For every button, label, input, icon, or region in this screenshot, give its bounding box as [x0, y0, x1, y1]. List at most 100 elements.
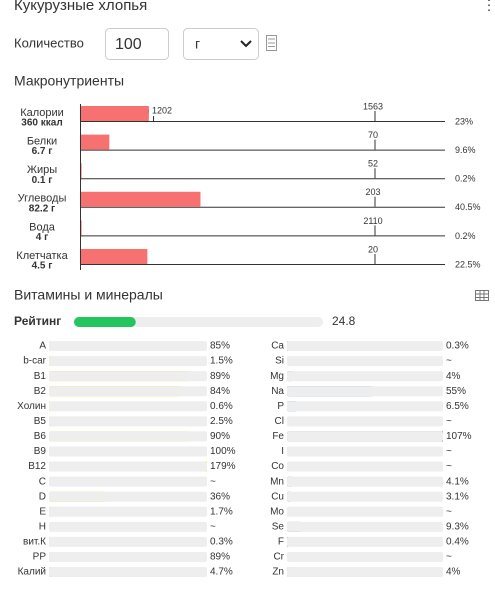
nutrient-track — [287, 492, 443, 502]
nutrient-name: Ca — [271, 341, 284, 352]
nutrient-track — [287, 446, 443, 456]
macro-bar — [81, 220, 82, 235]
nutrient-name: B6 — [34, 431, 47, 442]
nutrient-name: I — [281, 446, 284, 457]
target-label: 52 — [368, 159, 378, 169]
nutrient-track — [49, 507, 207, 517]
nutrient-track — [49, 567, 207, 577]
macro-percent: 40.5% — [455, 202, 481, 212]
vitamins-title: Витамины и минералы — [14, 287, 163, 303]
nutrient-track — [49, 416, 207, 426]
macro-amount: 360 ккал — [21, 118, 62, 129]
nutrient-track — [49, 401, 207, 411]
calculator-icon[interactable] — [267, 36, 277, 51]
quantity-value: 100 — [115, 36, 142, 53]
nutrient-name: H — [39, 521, 46, 532]
nutrient-percent: ~ — [210, 476, 216, 487]
nutrient-name: PP — [33, 552, 47, 563]
macro-percent: 0.2% — [455, 231, 476, 241]
nutrient-name: B2 — [34, 386, 47, 397]
nutrient-percent: ~ — [446, 461, 452, 472]
nutrient-percent: 4% — [446, 567, 461, 578]
nutrient-name: Mo — [270, 506, 284, 517]
nutrient-percent: 179% — [210, 461, 236, 472]
nutrient-name: A — [39, 341, 46, 352]
macro-percent: 23% — [455, 116, 473, 126]
nutrient-track — [49, 386, 207, 396]
menu-icon[interactable]: ⋮ — [482, 0, 495, 13]
macro-percent: 0.2% — [455, 174, 476, 184]
nutrient-percent: 55% — [446, 386, 466, 397]
nutrient-percent: 84% — [210, 386, 230, 397]
nutrient-name: D — [39, 491, 46, 502]
nutrient-name: F — [278, 537, 284, 548]
macro-bar — [81, 192, 200, 207]
nutrient-name: Co — [271, 461, 284, 472]
table-icon[interactable] — [475, 291, 489, 301]
nutrient-name: вит.К — [23, 537, 46, 548]
nutrient-track — [287, 431, 443, 441]
macro-amount: 4.5 г — [32, 261, 53, 272]
nutrient-name: B12 — [28, 461, 46, 472]
macro-bar — [81, 106, 149, 121]
nutrient-track — [49, 492, 207, 502]
nutrient-percent: 4% — [446, 371, 461, 382]
target-label: 70 — [368, 130, 378, 140]
nutrient-percent: 100% — [210, 446, 236, 457]
rating-bar — [74, 317, 136, 327]
nutrient-track — [49, 446, 207, 456]
nutrient-name: Si — [275, 356, 284, 367]
nutrient-name: P — [277, 401, 284, 412]
macro-amount: 6.7 г — [32, 146, 53, 157]
nutrient-track — [49, 522, 207, 532]
nutrient-percent: 3.1% — [446, 491, 469, 502]
nutrient-percent: ~ — [446, 356, 452, 367]
nutrient-name: C — [39, 476, 46, 487]
target-label: 203 — [365, 187, 380, 197]
nutrient-track — [287, 371, 443, 381]
nutrient-track — [287, 416, 443, 426]
nutrient-track — [49, 462, 207, 472]
nutrient-percent: 36% — [210, 491, 230, 502]
nutrient-track — [49, 537, 207, 547]
target-label: 1563 — [363, 101, 383, 111]
nutrient-percent: 89% — [210, 371, 230, 382]
nutrient-percent: 0.3% — [210, 537, 233, 548]
nutrient-track — [287, 567, 443, 577]
macro-bar — [81, 163, 82, 178]
nutrient-track — [287, 356, 443, 366]
nutrient-name: B5 — [34, 416, 47, 427]
nutrient-name: Zn — [272, 567, 284, 578]
nutrient-percent: ~ — [210, 521, 216, 532]
macro-bar — [81, 249, 147, 264]
rating-label: Рейтинг — [14, 314, 61, 328]
nutrient-track — [287, 507, 443, 517]
nutrient-percent: 1.5% — [210, 356, 233, 367]
nutrient-percent: ~ — [446, 446, 452, 457]
rating-value: 24.8 — [332, 314, 356, 328]
nutrient-track — [287, 552, 443, 562]
nutrient-percent: ~ — [446, 552, 452, 563]
nutrient-percent: 0.3% — [446, 341, 469, 352]
macro-amount: 0.1 г — [32, 175, 53, 186]
nutrient-track — [49, 341, 207, 351]
nutrient-track — [287, 386, 443, 396]
nutrient-name: Mg — [270, 371, 284, 382]
nutrient-name: Cu — [271, 491, 284, 502]
nutrient-percent: 4.7% — [210, 567, 233, 578]
nutrient-percent: 6.5% — [446, 401, 469, 412]
nutrient-name: b-car — [23, 356, 46, 367]
nutrient-percent: 4.1% — [446, 476, 469, 487]
nutrient-name: Fe — [272, 431, 284, 442]
nutrient-track — [287, 341, 443, 351]
nutrient-track — [287, 462, 443, 472]
nutrient-name: Na — [271, 386, 284, 397]
nutrient-percent: 107% — [446, 431, 472, 442]
nutrient-percent: 0.4% — [446, 537, 469, 548]
food-title: Кукурузные хлопья — [14, 0, 147, 14]
unit-value: г — [195, 36, 200, 52]
nutrient-percent: 9.3% — [446, 521, 469, 532]
nutrient-track — [287, 537, 443, 547]
nutrient-name: Se — [272, 521, 285, 532]
